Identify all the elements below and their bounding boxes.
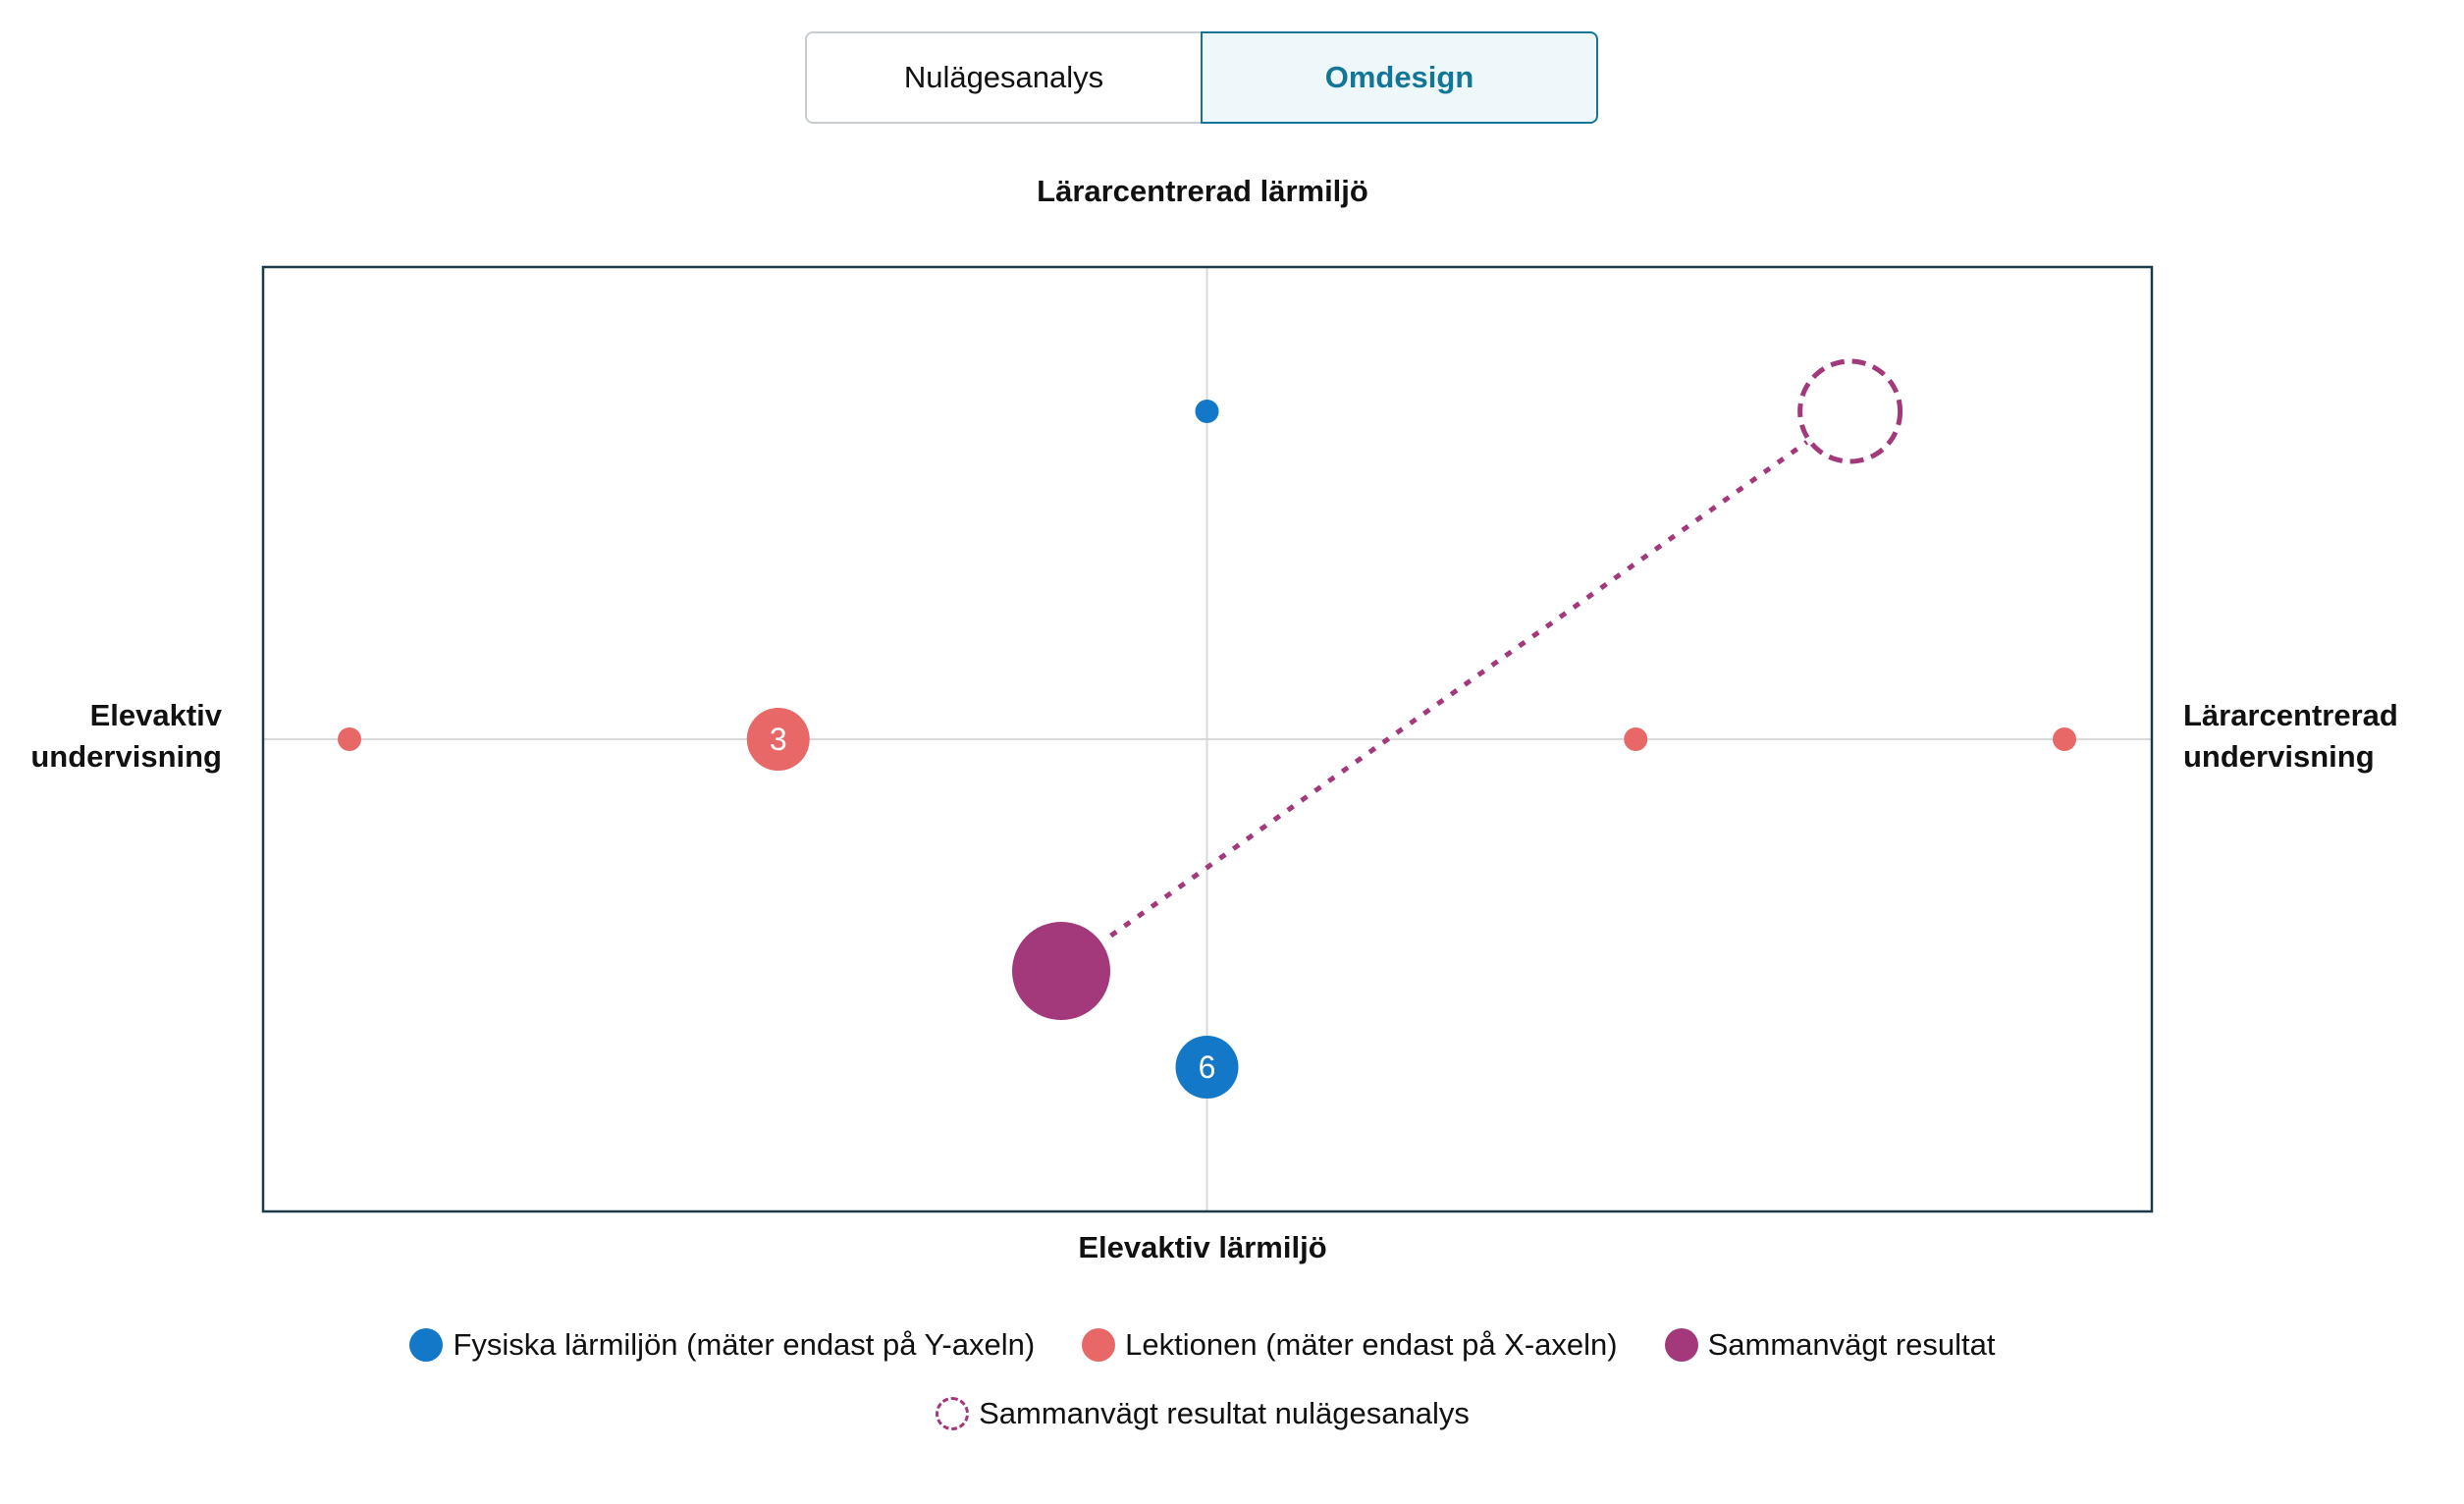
purple-circle-icon xyxy=(1664,1328,1698,1362)
fysiska-point-1 xyxy=(1175,1036,1239,1099)
fysiska-point-label-1: 6 xyxy=(1199,1049,1216,1085)
chart-marks: 63 xyxy=(338,358,2076,1099)
legend: Fysiska lärmiljön (mäter endast på Y-axe… xyxy=(0,1327,2405,1363)
chart-frame xyxy=(261,265,2154,1213)
lektionen-point-0 xyxy=(338,727,361,751)
blue-circle-icon xyxy=(409,1328,444,1362)
tab-omdesign[interactable]: Omdesign xyxy=(1201,31,1598,124)
view-tabs: Nulägesanalys Omdesign xyxy=(805,31,1598,124)
red-circle-icon xyxy=(1082,1328,1116,1362)
dashed-circle-icon xyxy=(936,1397,970,1430)
right-axis-label: Lärarcentrerad undervisning xyxy=(2183,695,2398,778)
connector-line xyxy=(1109,440,1809,939)
legend-item-fysiska[interactable]: Fysiska lärmiljön (mäter endast på Y-axe… xyxy=(409,1327,1035,1363)
left-axis-label: Elevaktiv undervisning xyxy=(30,695,222,778)
left-axis-label-line-2: undervisning xyxy=(30,739,222,774)
legend-label-nulage: Sammanvägt resultat nulägesanalys xyxy=(979,1396,1470,1430)
tab-nulagesanalys[interactable]: Nulägesanalys xyxy=(805,31,1201,124)
lektionen-point-2 xyxy=(1624,727,1648,751)
legend-label-lektionen: Lektionen (mäter endast på X-axeln) xyxy=(1125,1327,1618,1362)
sammanvagt-point-0 xyxy=(1012,922,1111,1020)
bottom-axis-label: Elevaktiv lärmiljö xyxy=(1078,1230,1327,1264)
legend-item-sammanvagt[interactable]: Sammanvägt resultat xyxy=(1664,1327,1996,1363)
lektionen-point-3 xyxy=(2053,727,2076,751)
right-axis-label-line-1: Lärarcentrerad xyxy=(2183,698,2398,732)
nulage-point-0 xyxy=(1797,358,1903,464)
legend-item-lektionen[interactable]: Lektionen (mäter endast på X-axeln) xyxy=(1082,1327,1618,1363)
legend-label-sammanvagt: Sammanvägt resultat xyxy=(1707,1327,1996,1362)
fysiska-point-0 xyxy=(1195,400,1219,423)
legend-item-nulage[interactable]: Sammanvägt resultat nulägesanalys xyxy=(936,1396,1470,1431)
top-axis-label: Lärarcentrerad lärmiljö xyxy=(1037,174,1368,208)
legend-second-row: Sammanvägt resultat nulägesanalys xyxy=(0,1396,2405,1431)
right-axis-label-line-2: undervisning xyxy=(2183,739,2375,774)
lektionen-point-1 xyxy=(746,708,810,771)
legend-label-fysiska: Fysiska lärmiljön (mäter endast på Y-axe… xyxy=(453,1327,1036,1362)
left-axis-label-line-1: Elevaktiv xyxy=(89,698,222,732)
lektionen-point-label-1: 3 xyxy=(770,722,787,757)
